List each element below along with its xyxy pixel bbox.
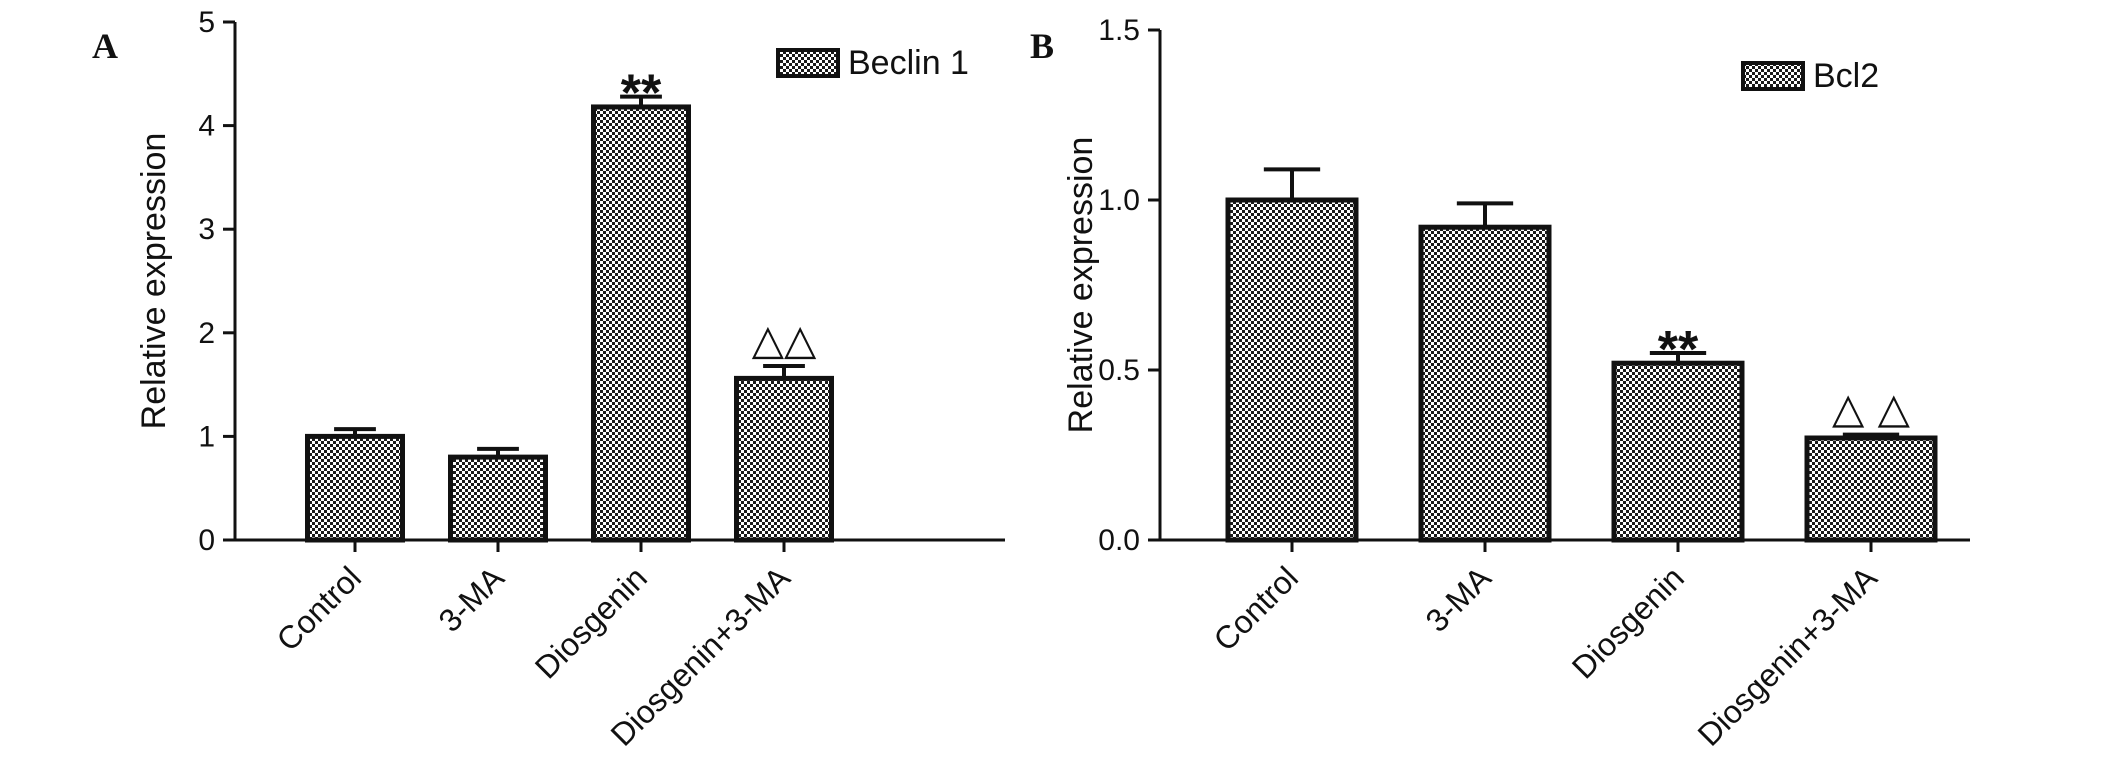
y-tick-label: 0.5: [1098, 354, 1140, 387]
category-label: Diosgenin: [1565, 559, 1691, 685]
category-label: 3-MA: [1418, 559, 1498, 639]
legend-swatch: [776, 48, 840, 78]
panel-letter: A: [92, 26, 118, 66]
significance-marker: △△: [752, 315, 817, 364]
y-tick-label: 4: [198, 110, 215, 143]
bar: [1418, 224, 1552, 543]
y-tick-label: 1.0: [1098, 184, 1140, 217]
y-tick-label: 1: [198, 420, 215, 453]
panel-letter: B: [1030, 26, 1054, 66]
category-label: Diosgenin+3-MA: [1691, 559, 1885, 753]
panel-b: B 0.0 0.5 1.0 1.5 Relative expression Control 3…: [1030, 14, 1970, 753]
y-axis-title: Relative expression: [135, 133, 173, 430]
y-tick-label: 0: [198, 524, 215, 557]
bar: [1225, 197, 1359, 543]
y-tick-label: 5: [198, 6, 215, 39]
y-axis-title: Relative expression: [1062, 137, 1100, 434]
bar: [734, 375, 834, 543]
bar: [448, 454, 548, 543]
legend-label: Bcl2: [1813, 57, 1879, 95]
panel-a: A 0 1 2 3 4 5 Relative expression Control 3-MA Dio…: [92, 6, 1005, 753]
bar: [305, 433, 405, 543]
y-tick-label: 2: [198, 317, 215, 350]
y-tick-label: 0.0: [1098, 524, 1140, 557]
category-label: Control: [1207, 559, 1305, 657]
y-tick-label: 3: [198, 213, 215, 246]
bar: [1804, 435, 1938, 543]
bar: [1611, 360, 1745, 543]
significance-marker: △ △: [1832, 384, 1911, 433]
bar: [591, 104, 691, 543]
y-tick-label: 1.5: [1098, 14, 1140, 47]
category-label: Control: [270, 559, 368, 657]
legend-label: Beclin 1: [848, 44, 969, 82]
category-label: 3-MA: [431, 559, 511, 639]
category-label: Diosgenin: [528, 559, 654, 685]
legend-swatch: [1741, 61, 1805, 91]
significance-marker: **: [621, 65, 662, 123]
significance-marker: **: [1658, 321, 1699, 379]
